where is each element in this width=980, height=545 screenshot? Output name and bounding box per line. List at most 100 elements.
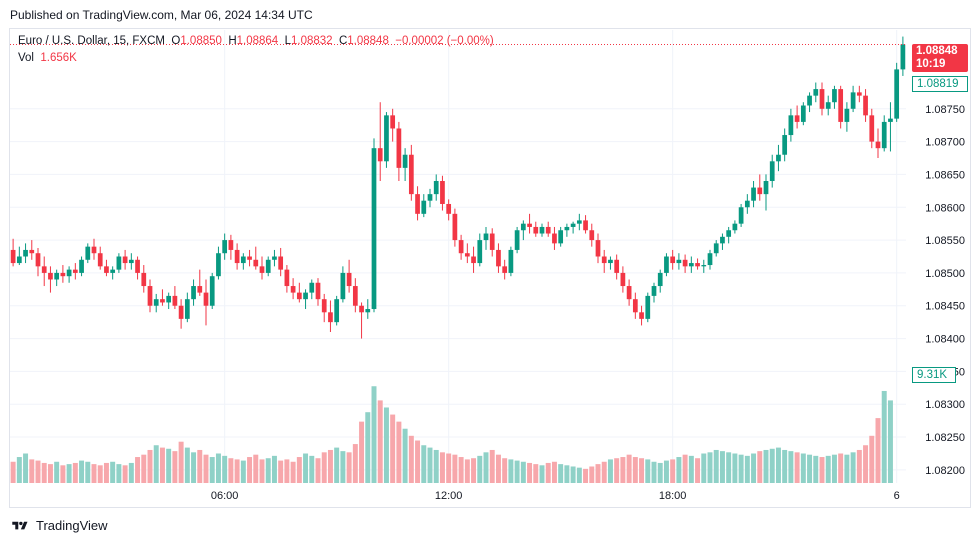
volume-bar <box>676 457 682 483</box>
candle-body <box>110 269 116 273</box>
volume-bar <box>10 461 16 483</box>
candle-body <box>601 256 607 264</box>
volume-bar <box>110 461 116 483</box>
candle-body <box>508 249 514 273</box>
volume-bar <box>838 453 844 483</box>
candle-body <box>29 249 35 254</box>
candle-body <box>527 223 532 227</box>
volume-bar <box>520 461 526 483</box>
volume-bar <box>819 457 825 483</box>
volume-bar <box>881 390 887 483</box>
volume-bar <box>614 458 620 483</box>
volume-bar <box>209 457 215 483</box>
price-axis-label: 1.08700 <box>925 137 965 149</box>
candle-body <box>695 263 700 267</box>
candle-body <box>290 286 296 293</box>
volume-bar <box>533 464 539 483</box>
candle-body <box>614 259 620 273</box>
candle-body <box>141 272 147 287</box>
volume-bar <box>595 464 601 483</box>
candle-body <box>626 286 632 300</box>
volume-bar <box>713 449 719 483</box>
volume-bar <box>166 448 172 483</box>
candle-body <box>54 272 60 280</box>
volume-bar <box>551 461 557 483</box>
candle-body <box>732 223 738 231</box>
close-value: 1.08848 <box>347 35 389 47</box>
volume-bar <box>228 458 234 483</box>
volume-bar <box>539 465 545 483</box>
volume-bar <box>352 444 358 483</box>
candle-body <box>35 253 41 267</box>
volume-bar <box>427 447 433 483</box>
change-value: −0.00002 (−0.00%) <box>395 35 494 47</box>
volume-bar <box>502 458 508 483</box>
published-header: Published on TradingView.com, Mar 06, 20… <box>10 8 313 22</box>
volume-bar <box>825 455 831 483</box>
volume-bar <box>632 457 638 483</box>
candle-body <box>408 154 414 195</box>
volume-bar <box>775 447 781 483</box>
volume-bar <box>452 454 458 483</box>
candle-body <box>533 226 539 234</box>
candle-body <box>346 272 352 287</box>
candle-body <box>178 305 184 319</box>
candle-body <box>651 286 657 296</box>
candle-body <box>48 272 53 280</box>
candle-body <box>265 259 271 273</box>
close-price-tag: 1.08819 <box>912 76 968 92</box>
volume-bar <box>66 464 72 483</box>
candle-body <box>160 299 165 303</box>
volume-bar <box>807 454 813 483</box>
volume-bar <box>135 457 141 483</box>
volume-bar <box>794 452 800 483</box>
volume-bar <box>327 449 333 483</box>
volume-bar <box>365 412 371 483</box>
volume-bar <box>371 386 377 483</box>
volume-bar <box>570 466 576 483</box>
volume-bar <box>41 462 47 483</box>
candle-body <box>645 295 651 319</box>
candle-body <box>166 295 172 303</box>
candle-body <box>682 259 688 267</box>
volume-bar <box>215 453 221 483</box>
candle-body <box>415 194 420 214</box>
volume-bar <box>663 460 669 483</box>
candle-body <box>352 286 358 306</box>
volume-bar <box>47 464 53 483</box>
volume-bar <box>321 452 327 483</box>
volume-bar <box>489 449 495 483</box>
volume-bar <box>869 435 875 483</box>
volume-bar <box>334 447 340 483</box>
volume-bar <box>782 449 788 483</box>
volume-bar <box>483 452 489 483</box>
candle-body <box>701 265 707 267</box>
volume-bar <box>16 457 22 483</box>
volume-bar <box>79 460 85 483</box>
volume-bar <box>315 458 321 483</box>
volume-bar <box>396 421 402 483</box>
candle-body <box>116 256 122 270</box>
candle-body <box>620 272 626 287</box>
volume-bar <box>383 407 389 483</box>
footer-brand[interactable]: TradingView <box>10 518 108 533</box>
volume-bar <box>856 449 862 483</box>
candle-body <box>203 292 209 306</box>
candle-body <box>894 69 900 119</box>
volume-bar <box>29 459 35 483</box>
volume-bar <box>788 451 794 483</box>
volume-bar <box>346 452 352 483</box>
candle-body <box>184 299 190 319</box>
candle-body <box>359 305 364 313</box>
volume-bar <box>707 452 713 483</box>
volume-bar <box>744 455 750 483</box>
candle-body <box>608 259 613 264</box>
candle-body <box>595 240 601 257</box>
volume-bar <box>197 449 203 483</box>
candle-body <box>757 187 763 195</box>
volume-bar <box>178 441 184 483</box>
volume-bar <box>657 462 663 483</box>
volume-bar <box>203 454 209 483</box>
volume-bar <box>271 455 277 483</box>
